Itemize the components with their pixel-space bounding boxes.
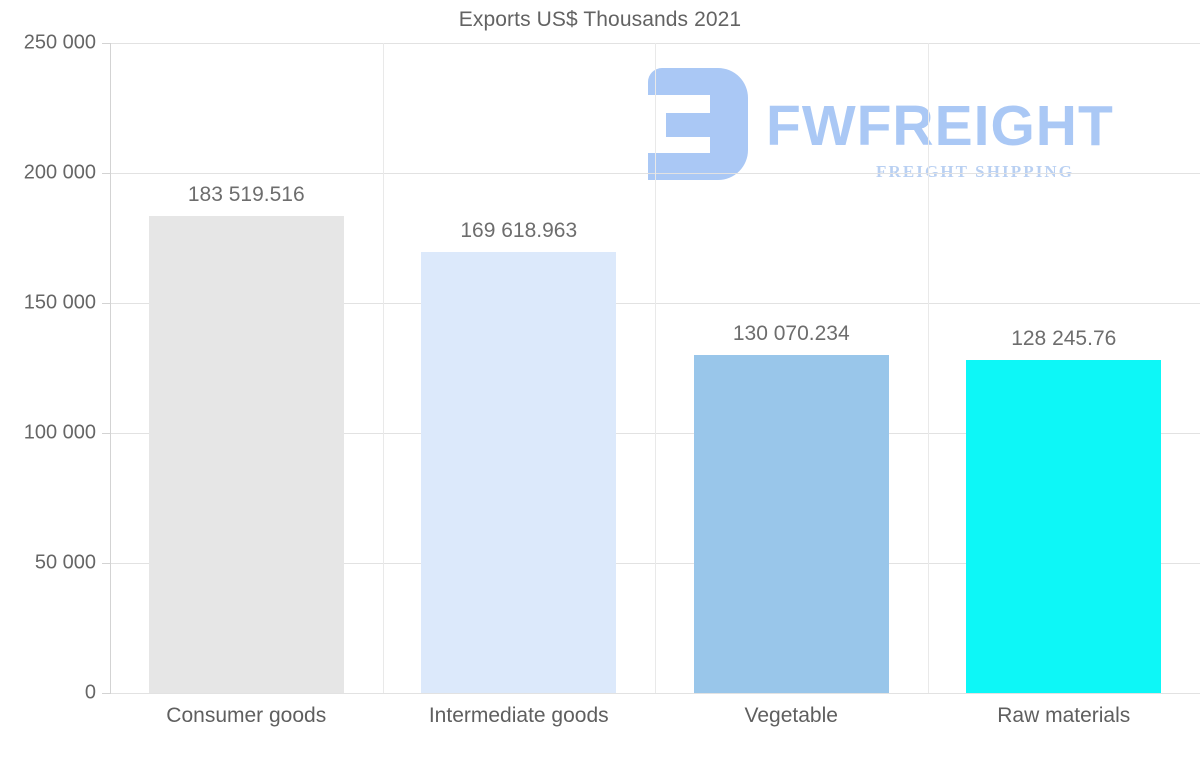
bar-value-label: 169 618.963 (460, 218, 578, 242)
chart-title: Exports US$ Thousands 2021 (458, 8, 742, 31)
y-axis-label: 250 000 (23, 31, 96, 54)
y-axis-label: 100 000 (23, 421, 96, 444)
y-axis-tick-mark (102, 43, 111, 44)
y-axis-label: 150 000 (23, 291, 96, 314)
y-axis-tick-mark (102, 693, 111, 694)
y-axis-tick-mark (102, 303, 111, 304)
bar-value-label: 130 070.234 (732, 321, 850, 345)
bar-value-label: 128 245.76 (1011, 326, 1117, 350)
bar[interactable] (966, 359, 1162, 693)
x-axis-label: Vegetable (744, 704, 838, 727)
plot-area (110, 43, 1200, 694)
bar[interactable] (693, 354, 889, 693)
y-axis-label: 50 000 (34, 551, 96, 574)
y-axis-label: 200 000 (23, 161, 96, 184)
x-axis-label: Raw materials (997, 704, 1131, 727)
y-axis-tick-mark (102, 173, 111, 174)
bar-value-label: 183 519.516 (187, 182, 305, 206)
y-axis-tick-mark (102, 563, 111, 564)
gridline-horizontal (110, 693, 1200, 694)
x-axis-label: Consumer goods (166, 704, 327, 727)
gridline-vertical (655, 43, 656, 693)
bar[interactable] (421, 252, 617, 693)
y-axis-label: 0 (84, 681, 96, 704)
bar[interactable] (148, 215, 344, 693)
gridline-vertical (383, 43, 384, 693)
y-axis-line (110, 43, 111, 694)
x-axis-label: Intermediate goods (428, 704, 609, 727)
y-axis-tick-mark (102, 433, 111, 434)
gridline-vertical (928, 43, 929, 693)
